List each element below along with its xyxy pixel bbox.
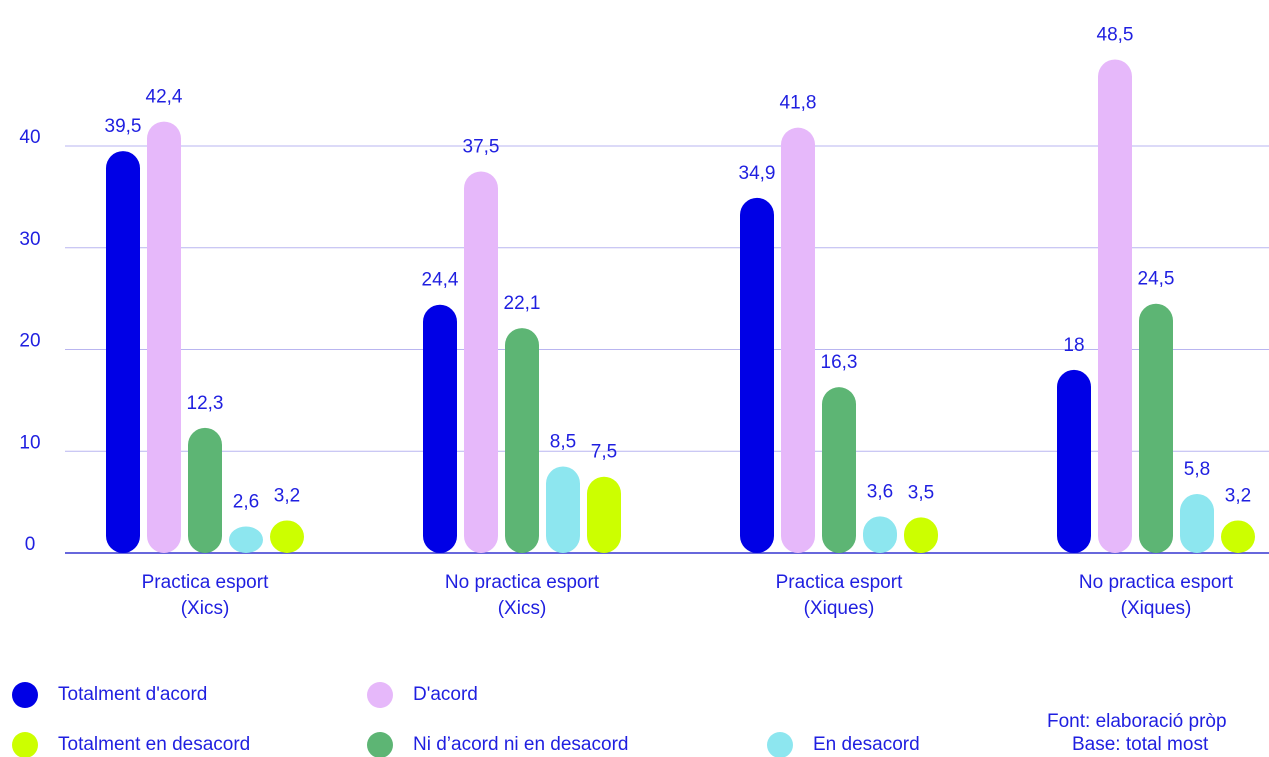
bar	[270, 520, 304, 553]
bar	[781, 127, 815, 553]
legend-swatch	[367, 732, 393, 757]
bar	[822, 387, 856, 553]
bar	[904, 517, 938, 553]
value-label: 12,3	[187, 393, 224, 414]
value-label: 48,5	[1097, 25, 1134, 46]
value-label: 7,5	[591, 442, 617, 463]
value-label: 18	[1063, 335, 1084, 356]
value-label: 41,8	[780, 93, 817, 114]
bar	[587, 476, 621, 553]
value-label: 8,5	[550, 432, 576, 453]
value-label: 3,6	[867, 481, 893, 502]
x-tick-label: Practica esport (Xics)	[142, 572, 269, 619]
legend-swatch	[767, 732, 793, 757]
value-label: 3,2	[274, 485, 300, 506]
bar	[1180, 493, 1214, 553]
legend-swatch	[12, 732, 38, 757]
value-label: 42,4	[146, 87, 183, 108]
footnote: Base: total most	[1072, 734, 1209, 755]
value-label: 39,5	[105, 116, 142, 137]
x-tick-label: No practica esport (Xiques)	[1079, 572, 1234, 619]
bar	[464, 171, 498, 553]
value-label: 5,8	[1184, 459, 1210, 480]
bar	[863, 516, 897, 553]
value-label: 3,5	[908, 482, 934, 503]
legend-label: Ni d’acord ni en desacord	[413, 734, 628, 755]
bar	[229, 526, 263, 553]
legend-label: En desacord	[813, 734, 920, 755]
bar	[546, 466, 580, 553]
value-label: 16,3	[821, 352, 858, 373]
value-label: 34,9	[739, 163, 776, 184]
y-tick-label: 40	[19, 127, 40, 148]
bar	[147, 121, 181, 553]
y-tick-label: 20	[19, 331, 40, 352]
bar	[505, 328, 539, 553]
footnote: Font: elaboració pròp	[1047, 711, 1227, 732]
value-label: 24,5	[1138, 269, 1175, 290]
bar	[188, 427, 222, 553]
legend-label: D'acord	[413, 684, 478, 705]
legend-swatch	[12, 682, 38, 708]
x-tick-label: Practica esport (Xiques)	[776, 572, 903, 619]
y-tick-label: 30	[19, 229, 40, 250]
bar	[740, 197, 774, 553]
bar	[1221, 520, 1255, 553]
legend-swatch	[367, 682, 393, 708]
bar	[1139, 303, 1173, 553]
y-tick-label: 10	[19, 432, 40, 453]
bar	[1057, 369, 1091, 553]
y-tick-label: 0	[25, 534, 36, 555]
x-tick-label: No practica esport (Xics)	[445, 572, 600, 619]
bar	[106, 151, 140, 553]
bar	[1098, 59, 1132, 553]
value-label: 22,1	[504, 293, 541, 314]
value-label: 24,4	[422, 270, 459, 291]
legend-label: Totalment en desacord	[58, 734, 250, 755]
bar	[423, 304, 457, 553]
value-label: 37,5	[463, 136, 500, 157]
value-label: 3,2	[1225, 485, 1251, 506]
legend-label: Totalment d'acord	[58, 684, 207, 705]
value-label: 2,6	[233, 492, 259, 513]
